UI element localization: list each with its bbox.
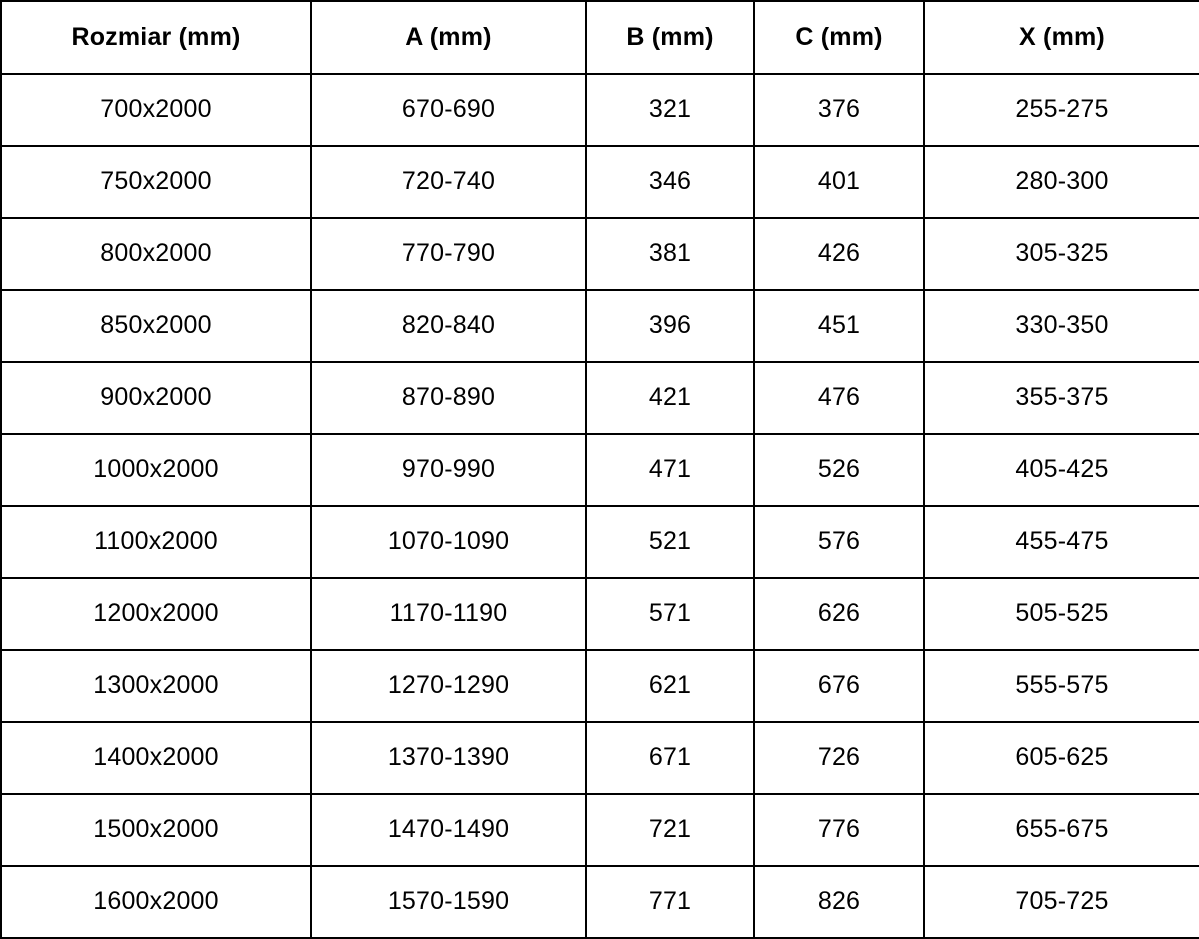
cell-b: 571 xyxy=(585,577,755,651)
table-row: 1100x2000 1070-1090 521 576 455-475 xyxy=(0,505,1199,579)
cell-c: 576 xyxy=(753,505,925,579)
column-header-c: C (mm) xyxy=(753,0,925,75)
cell-c: 451 xyxy=(753,289,925,363)
table-row: 1400x2000 1370-1390 671 726 605-625 xyxy=(0,721,1199,795)
table-row: 1600x2000 1570-1590 771 826 705-725 xyxy=(0,865,1199,939)
cell-size: 1600x2000 xyxy=(0,865,312,939)
cell-size: 1000x2000 xyxy=(0,433,312,507)
cell-a: 870-890 xyxy=(310,361,587,435)
cell-size: 1400x2000 xyxy=(0,721,312,795)
cell-b: 721 xyxy=(585,793,755,867)
cell-x: 280-300 xyxy=(923,145,1199,219)
cell-a: 1570-1590 xyxy=(310,865,587,939)
cell-a: 1070-1090 xyxy=(310,505,587,579)
cell-c: 426 xyxy=(753,217,925,291)
cell-b: 321 xyxy=(585,73,755,147)
cell-size: 850x2000 xyxy=(0,289,312,363)
cell-b: 381 xyxy=(585,217,755,291)
cell-x: 330-350 xyxy=(923,289,1199,363)
cell-x: 355-375 xyxy=(923,361,1199,435)
cell-x: 605-625 xyxy=(923,721,1199,795)
table-row: 1200x2000 1170-1190 571 626 505-525 xyxy=(0,577,1199,651)
cell-b: 671 xyxy=(585,721,755,795)
cell-x: 705-725 xyxy=(923,865,1199,939)
cell-c: 376 xyxy=(753,73,925,147)
column-header-a: A (mm) xyxy=(310,0,587,75)
table-row: 850x2000 820-840 396 451 330-350 xyxy=(0,289,1199,363)
table-row: 1500x2000 1470-1490 721 776 655-675 xyxy=(0,793,1199,867)
cell-size: 1200x2000 xyxy=(0,577,312,651)
cell-b: 521 xyxy=(585,505,755,579)
table-body: 700x2000 670-690 321 376 255-275 750x2000 720-… xyxy=(0,73,1199,939)
cell-size: 700x2000 xyxy=(0,73,312,147)
cell-b: 771 xyxy=(585,865,755,939)
cell-x: 555-575 xyxy=(923,649,1199,723)
cell-a: 670-690 xyxy=(310,73,587,147)
cell-size: 800x2000 xyxy=(0,217,312,291)
cell-c: 476 xyxy=(753,361,925,435)
column-header-b: B (mm) xyxy=(585,0,755,75)
cell-a: 1170-1190 xyxy=(310,577,587,651)
cell-b: 471 xyxy=(585,433,755,507)
cell-a: 1370-1390 xyxy=(310,721,587,795)
cell-a: 1470-1490 xyxy=(310,793,587,867)
table-row: 800x2000 770-790 381 426 305-325 xyxy=(0,217,1199,291)
cell-x: 405-425 xyxy=(923,433,1199,507)
table-row: 1000x2000 970-990 471 526 405-425 xyxy=(0,433,1199,507)
cell-b: 396 xyxy=(585,289,755,363)
table-header: Rozmiar (mm) A (mm) B (mm) C (mm) X (mm) xyxy=(0,0,1199,75)
column-header-x: X (mm) xyxy=(923,0,1199,75)
cell-x: 655-675 xyxy=(923,793,1199,867)
cell-size: 1300x2000 xyxy=(0,649,312,723)
table-row: 750x2000 720-740 346 401 280-300 xyxy=(0,145,1199,219)
cell-c: 726 xyxy=(753,721,925,795)
cell-c: 826 xyxy=(753,865,925,939)
cell-a: 770-790 xyxy=(310,217,587,291)
cell-size: 1500x2000 xyxy=(0,793,312,867)
cell-c: 626 xyxy=(753,577,925,651)
table-row: 1300x2000 1270-1290 621 676 555-575 xyxy=(0,649,1199,723)
cell-size: 900x2000 xyxy=(0,361,312,435)
cell-c: 776 xyxy=(753,793,925,867)
cell-c: 401 xyxy=(753,145,925,219)
cell-a: 720-740 xyxy=(310,145,587,219)
cell-c: 676 xyxy=(753,649,925,723)
cell-a: 970-990 xyxy=(310,433,587,507)
cell-x: 255-275 xyxy=(923,73,1199,147)
cell-c: 526 xyxy=(753,433,925,507)
cell-a: 820-840 xyxy=(310,289,587,363)
cell-x: 505-525 xyxy=(923,577,1199,651)
cell-size: 750x2000 xyxy=(0,145,312,219)
column-header-size: Rozmiar (mm) xyxy=(0,0,312,75)
cell-x: 305-325 xyxy=(923,217,1199,291)
cell-x: 455-475 xyxy=(923,505,1199,579)
cell-a: 1270-1290 xyxy=(310,649,587,723)
table-header-row: Rozmiar (mm) A (mm) B (mm) C (mm) X (mm) xyxy=(0,0,1199,75)
table-row: 900x2000 870-890 421 476 355-375 xyxy=(0,361,1199,435)
cell-b: 621 xyxy=(585,649,755,723)
cell-b: 421 xyxy=(585,361,755,435)
cell-size: 1100x2000 xyxy=(0,505,312,579)
table-row: 700x2000 670-690 321 376 255-275 xyxy=(0,73,1199,147)
cell-b: 346 xyxy=(585,145,755,219)
